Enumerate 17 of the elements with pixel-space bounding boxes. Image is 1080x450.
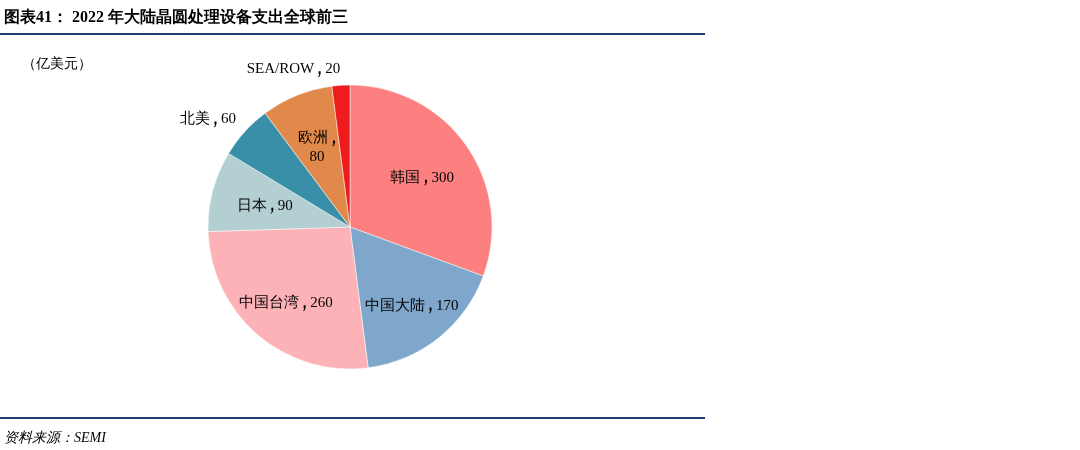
text: （亿美元） xyxy=(22,56,92,71)
data-label: 170 xyxy=(436,296,459,313)
slice-label: 中国大陆 xyxy=(365,296,426,313)
slice-label: SEA/ROW xyxy=(246,60,315,77)
slice-label: 北美 xyxy=(180,110,210,127)
data-label: 60 xyxy=(221,110,236,127)
data-label: 20 xyxy=(325,60,341,77)
slice-label: 欧洲 xyxy=(298,129,329,146)
text: 资料来源：SEMI xyxy=(4,430,108,445)
data-label: 260 xyxy=(310,294,333,311)
chart-title: 图表41： 2022 年大陆晶圆处理设备支出全球前三 xyxy=(4,8,348,25)
slice-label: 中国台湾 xyxy=(239,294,300,311)
data-label: 90 xyxy=(277,196,293,213)
data-label: 300 xyxy=(431,168,454,185)
slice-label: 韩国 xyxy=(390,168,421,185)
slice-label: 日本 xyxy=(236,196,267,213)
data-label: 80 xyxy=(309,148,325,165)
